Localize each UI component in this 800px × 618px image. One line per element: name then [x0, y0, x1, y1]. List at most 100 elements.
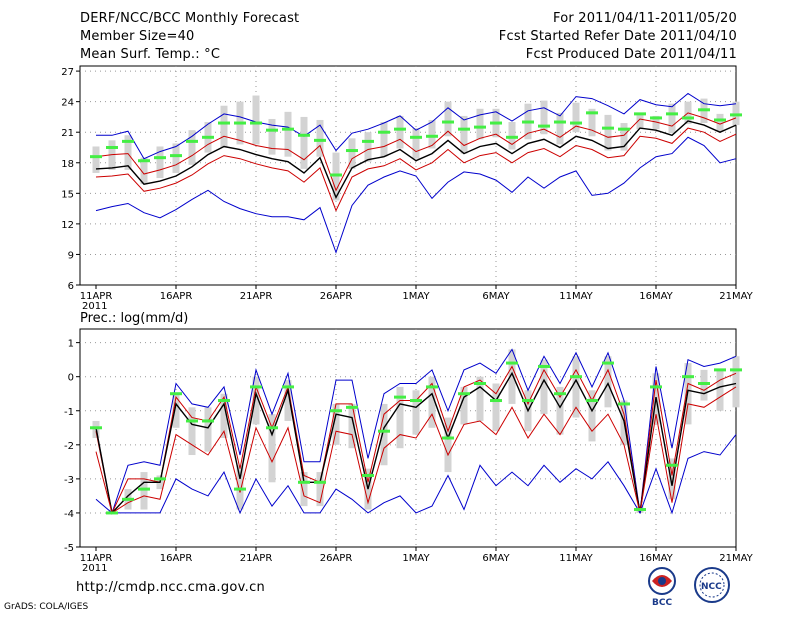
median-marker: [426, 134, 438, 138]
median-marker: [554, 120, 566, 124]
spread-box: [220, 393, 228, 438]
spread-box: [588, 390, 596, 442]
spread-box: [252, 95, 260, 145]
median-marker: [234, 121, 246, 125]
median-marker: [650, 385, 662, 389]
x-tick-label: 6MAY: [482, 553, 510, 564]
median-marker: [314, 138, 326, 142]
median-marker: [186, 139, 198, 143]
median-marker: [202, 135, 214, 139]
median-marker: [714, 368, 726, 372]
x-tick-label: 21APR: [240, 291, 273, 302]
spread-box: [380, 403, 388, 466]
y-tick-label: -1: [64, 407, 74, 418]
median-marker: [106, 145, 118, 149]
median-marker: [586, 399, 598, 403]
median-marker: [122, 497, 134, 501]
y-tick-label: 9: [68, 250, 74, 261]
median-marker: [394, 127, 406, 131]
median-marker: [218, 399, 230, 403]
spread-box: [572, 102, 580, 133]
spread-box: [300, 472, 308, 507]
source-url[interactable]: http://cmdp.ncc.cma.gov.cn: [76, 580, 266, 595]
precipitation-panel: -5 -4 -3 -2 -1 0 1 11APR 16APR 21APR 26APR 1MAY 6MAY…: [64, 311, 754, 574]
spread-box: [444, 101, 452, 137]
median-marker: [426, 385, 438, 389]
spread-box: [316, 119, 324, 157]
spread-box: [412, 390, 420, 435]
spread-box: [572, 356, 580, 418]
median-marker: [570, 121, 582, 125]
spread-box: [252, 376, 260, 425]
median-marker: [538, 364, 550, 368]
median-marker: [730, 113, 742, 117]
spread-box: [300, 116, 308, 169]
x-tick-label: 16APR: [160, 291, 193, 302]
median-marker: [266, 426, 278, 430]
series-lower-line: [95, 386, 737, 514]
spread-box: [396, 115, 404, 149]
spread-box: [412, 128, 420, 159]
spread-box: [364, 132, 372, 162]
spread-box: [188, 407, 196, 456]
median-marker: [170, 154, 182, 158]
median-marker: [490, 121, 502, 125]
spread-box: [668, 458, 676, 500]
median-marker: [218, 121, 230, 125]
spread-box: [492, 383, 500, 432]
median-marker: [666, 112, 678, 116]
x-tick-label: 11MAY: [559, 291, 593, 302]
median-marker: [202, 419, 214, 423]
spread-box: [460, 115, 468, 154]
median-marker: [618, 127, 630, 131]
y-tick-label: 18: [61, 159, 74, 170]
series-max-line: [95, 348, 737, 515]
spread-box: [332, 152, 340, 201]
median-marker: [362, 139, 374, 143]
median-marker: [602, 361, 614, 365]
spread-box: [428, 376, 436, 428]
bcc-logo: BCC: [648, 567, 676, 608]
spread-box: [540, 359, 548, 415]
median-marker: [586, 111, 598, 115]
x-tick-label: 11APR: [80, 291, 113, 302]
median-marker: [250, 385, 262, 389]
spread-box: [316, 472, 324, 507]
median-marker: [442, 436, 454, 440]
x-tick-label: 1MAY: [402, 553, 430, 564]
spread-box: [540, 100, 548, 135]
y-tick-label: 6: [68, 281, 74, 292]
median-marker: [394, 395, 406, 399]
spread-box: [156, 146, 164, 179]
median-marker: [474, 125, 486, 129]
x-tick-label: 16MAY: [639, 291, 673, 302]
y-tick-label: 21: [61, 128, 74, 139]
spread-box: [332, 403, 340, 445]
spread-box: [140, 157, 148, 185]
spread-box: [396, 386, 404, 449]
median-marker: [698, 108, 710, 112]
x-tick-label: 11APR: [80, 553, 113, 564]
y-tick-label: 15: [61, 189, 74, 200]
grads-credit: GrADS: COLA/IGES: [4, 602, 89, 612]
median-marker: [666, 463, 678, 467]
median-marker: [330, 173, 342, 177]
spread-box: [620, 123, 628, 151]
series-min-line: [95, 434, 737, 515]
median-marker: [410, 135, 422, 139]
spread-box: [588, 108, 596, 137]
y-tick-label: 1: [68, 339, 74, 350]
y-tick-label: 27: [61, 67, 74, 78]
ncc-logo-text: NCC: [701, 582, 722, 592]
series-mean-line: [95, 371, 737, 515]
median-marker: [378, 429, 390, 433]
spread-box: [220, 105, 228, 148]
spread-box: [508, 122, 516, 150]
spread-box: [508, 349, 516, 404]
spread-box: [444, 417, 452, 473]
y-tick-label: -5: [64, 543, 74, 554]
y-tick-label: -4: [64, 509, 74, 520]
median-marker: [298, 480, 310, 484]
median-marker: [154, 156, 166, 160]
median-marker: [474, 382, 486, 385]
